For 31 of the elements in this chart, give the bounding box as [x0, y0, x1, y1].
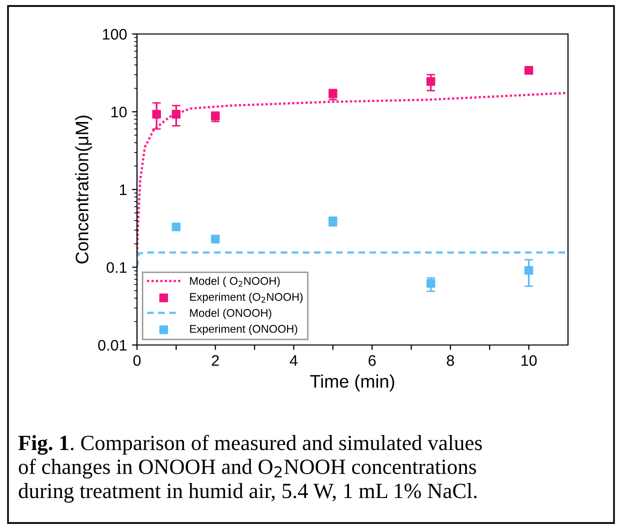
text: during treatment in humid air, 5.4 W, 1 mL 1% NaCl.: [18, 483, 477, 503]
point: [426, 279, 436, 288]
x-tick-label: 6: [368, 355, 376, 366]
point: [524, 266, 534, 275]
y-tick-label: 0.01: [98, 340, 127, 351]
x-tick-label: 4: [290, 355, 298, 366]
point: [210, 234, 220, 244]
line-series: [137, 92, 568, 255]
y-axis-title: Concentration(μM): [75, 116, 92, 264]
legend-label: Experiment (ONOOH): [190, 324, 298, 335]
y-tick-label: 0.1: [106, 262, 127, 273]
legend-label: Experiment (O$_{2}$NOOH): [190, 292, 303, 304]
text: of changes in ONOOH and O$_{2}$NOOH concentrations: [18, 458, 476, 479]
legend-label: Model ( O$_{2}$NOOH): [190, 276, 280, 288]
y-tick-label: 100: [102, 28, 127, 40]
text: . Comparison of measured and simulated values: [70, 434, 482, 455]
x-tick-label: 0: [133, 355, 141, 366]
point: [172, 110, 181, 119]
point: [426, 77, 436, 86]
y-tick-label: 1: [120, 184, 127, 196]
y-tick-label: 10: [111, 106, 127, 118]
point: [524, 66, 534, 75]
x-axis-title: Time (min): [310, 374, 394, 392]
x-tick-label: 2: [212, 355, 219, 366]
point: [172, 222, 181, 232]
x-tick-label: 8: [446, 355, 454, 366]
point: [328, 89, 338, 98]
legend-label: Model (ONOOH): [190, 308, 272, 320]
point: [152, 110, 161, 119]
caption: Fig. 1: [18, 435, 68, 455]
x-tick-label: 10: [521, 355, 537, 366]
